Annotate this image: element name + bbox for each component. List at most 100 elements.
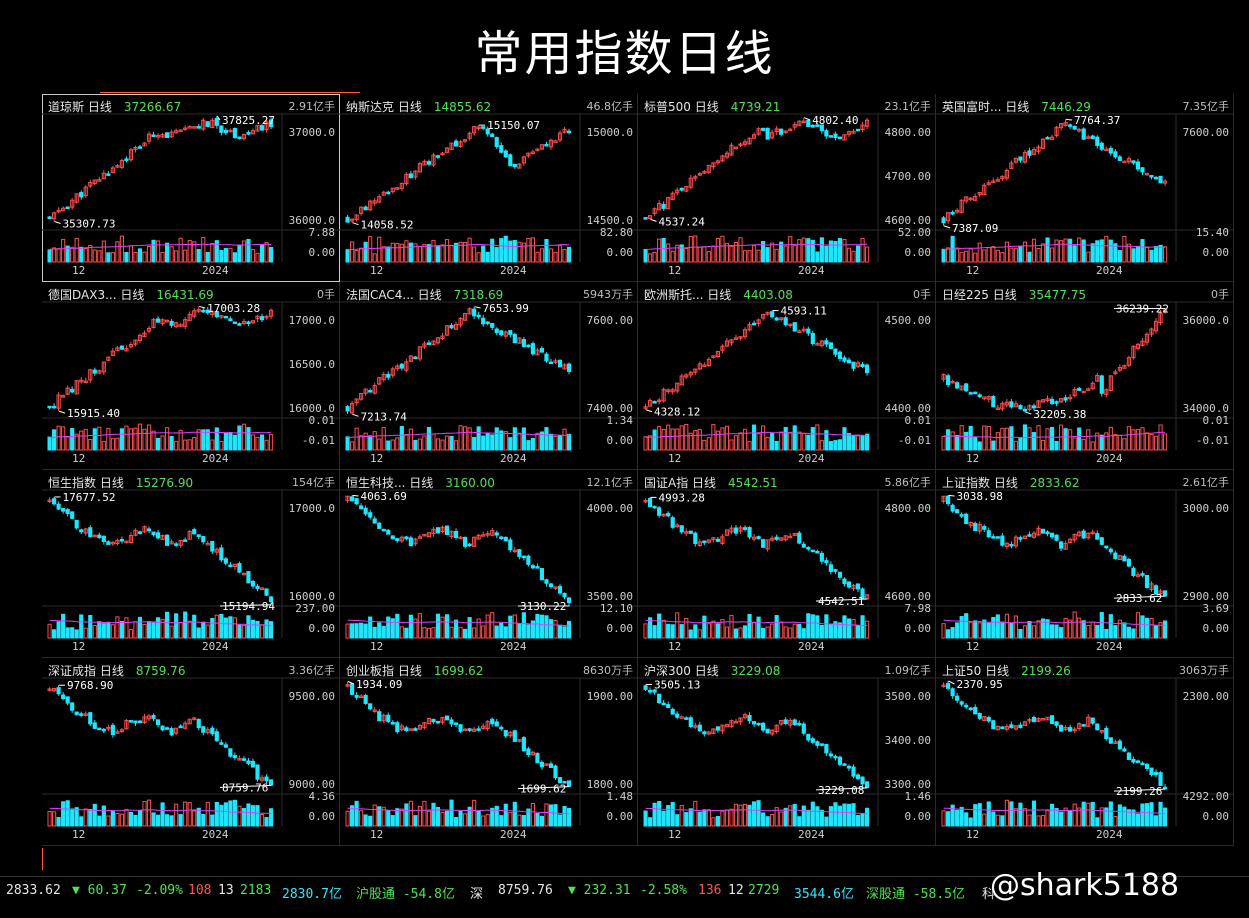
index-panel[interactable]: 恒生指数 日线 15276.90 154亿手 17677.52 15194.94 1700… (42, 470, 340, 658)
volume-bar (697, 246, 702, 263)
price-axis-tick: 3500.00 (586, 590, 633, 603)
index-panel[interactable]: 标普500 日线 4739.21 23.1亿手 4802.40 4537.24 4800.… (638, 94, 936, 282)
volume-bar (110, 252, 115, 263)
candle (747, 714, 752, 722)
candle (1158, 590, 1163, 594)
volume-bar (354, 427, 359, 451)
candle (770, 311, 775, 318)
candle (61, 395, 66, 398)
volume-bar (684, 424, 689, 451)
high-label-arrow (474, 306, 481, 309)
volume-bar (133, 814, 138, 827)
candle (237, 136, 242, 139)
volume-bar (679, 624, 684, 639)
candle (774, 128, 779, 133)
index-price: 4403.08 (743, 288, 793, 302)
high-label: 17003.28 (207, 302, 260, 315)
volume-bar (377, 438, 382, 451)
candle (846, 359, 852, 364)
volume-bar (670, 250, 675, 263)
candle (941, 374, 946, 380)
index-panel[interactable]: 欧洲斯托... 日线 4403.08 0手 4593.11 4328.12 4500.00… (638, 282, 936, 470)
volume-axis-tick: 237.00 (295, 602, 335, 615)
index-panel[interactable]: 深证成指 日线 8759.76 3.36亿手 9768.90 8759.76 9500.0… (42, 658, 340, 846)
index-name: 欧洲斯托... 日线 (644, 288, 732, 302)
candle (74, 193, 79, 203)
volume-bar (706, 809, 711, 827)
volume-bar (1149, 618, 1154, 639)
candle (566, 130, 572, 134)
candle (47, 688, 52, 691)
candle (115, 165, 120, 168)
candle (657, 693, 662, 704)
volume-bar (688, 235, 693, 263)
volume-bar (350, 623, 355, 639)
candle (661, 203, 666, 209)
index-panel[interactable]: 国证A指 日线 4542.51 5.86亿手 4993.28 4542.51 4800.0… (638, 470, 936, 658)
candle (435, 720, 441, 724)
volume-bar (955, 434, 960, 451)
volume-bar (715, 816, 720, 827)
candle (711, 728, 716, 734)
price-axis-tick: 4600.00 (884, 214, 931, 227)
volume-bar (535, 251, 540, 263)
candle (223, 129, 228, 134)
date-axis-tick: 2024 (500, 828, 527, 841)
volume-bar (259, 624, 265, 639)
volume-bar (1000, 252, 1005, 263)
volume-bar (1004, 799, 1009, 827)
volume-bar (223, 802, 228, 827)
volume-bar (557, 434, 563, 451)
candle (950, 211, 955, 215)
volume-bar (268, 621, 274, 639)
candle (548, 139, 554, 148)
volume-bar (137, 810, 143, 827)
volume-bar (359, 247, 364, 263)
index-panel[interactable]: 上证指数 日线 2833.62 2.61亿手 3038.98 2833.62 3000.0… (936, 470, 1234, 658)
index-panel[interactable]: 道琼斯 日线 37266.67 2.91亿手 37825.27 35307.73 3700… (42, 94, 340, 282)
index-panel[interactable]: 日经225 日线 35477.75 0手 36239.22 32205.38 36000.… (936, 282, 1234, 470)
volume-bar (228, 616, 233, 639)
volume-bar (97, 815, 102, 827)
volume-axis-tick: 12.10 (599, 602, 633, 615)
volume-total: 12.1亿手 (586, 476, 634, 489)
volume-axis-tick: 0.00 (1202, 246, 1230, 259)
volume-bar (1013, 808, 1018, 827)
volume-bar (187, 239, 192, 263)
volume-bar (426, 244, 432, 263)
volume-bar (228, 247, 233, 263)
candle (544, 143, 549, 147)
candle (210, 119, 215, 129)
index-panel[interactable]: 恒生科技... 日线 3160.00 12.1亿手 4063.69 3130.22 400… (340, 470, 638, 658)
candle (666, 197, 671, 210)
volume-bar (490, 807, 495, 827)
volume-bar (526, 624, 531, 639)
candle (205, 309, 210, 314)
index-panel[interactable]: 法国CAC4... 日线 7318.69 5943万手 7653.99 7213.74 7… (340, 282, 638, 470)
volume-bar (422, 800, 427, 827)
candle (1054, 534, 1059, 541)
candle (742, 141, 748, 145)
volume-bar (508, 812, 513, 827)
high-label: 7764.37 (1074, 114, 1120, 127)
high-label: 4063.69 (361, 490, 407, 503)
volume-bar (174, 250, 179, 263)
price-axis-tick: 4800.00 (884, 126, 931, 139)
candle (553, 765, 558, 779)
candle (187, 530, 192, 540)
candle (345, 684, 350, 687)
index-panel[interactable]: 英国富时... 日线 7446.29 7.35亿手 7764.37 7387.09 760… (936, 94, 1234, 282)
low-label: 32205.38 (1033, 408, 1086, 421)
volume-bar (833, 802, 838, 827)
candle (422, 160, 427, 166)
index-panel[interactable]: 上证50 日线 2199.26 3063万手 2370.95 2199.26 2300.0… (936, 658, 1234, 846)
candle (977, 523, 982, 532)
index-panel[interactable]: 沪深300 日线 3229.08 1.09亿手 3505.13 3229.08 3500.… (638, 658, 936, 846)
index-panel[interactable]: 创业板指 日线 1699.62 8630万手 1934.09 1699.62 1900.0… (340, 658, 638, 846)
index-panel[interactable]: 德国DAX3... 日线 16431.69 0手 17003.28 15915.40 17… (42, 282, 340, 470)
candle (702, 171, 707, 174)
volume-bar (435, 245, 441, 263)
volume-axis-tick: 52.00 (897, 226, 931, 239)
index-panel[interactable]: 纳斯达克 日线 14855.62 46.8亿手 15150.07 14058.52 150… (340, 94, 638, 282)
